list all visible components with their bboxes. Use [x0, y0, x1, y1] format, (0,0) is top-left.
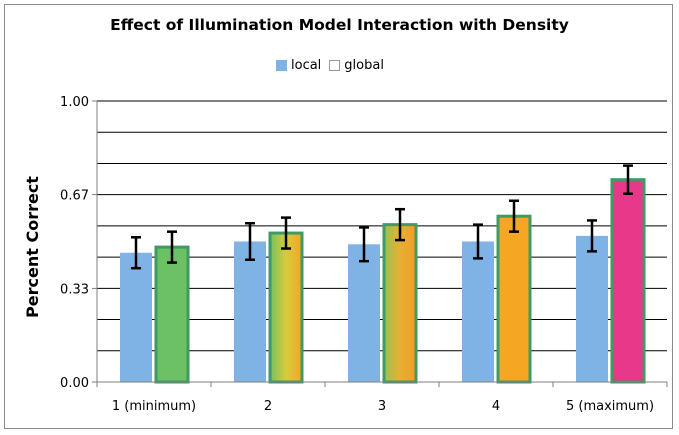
x-tick-label: 4: [492, 399, 500, 414]
tick-labels: 0.00 0.33 0.67 1.00 1 (minimum) 2 3 4 5 (maximum…: [60, 95, 654, 414]
y-axis-label: Percent Correct: [23, 176, 42, 318]
chart-title: Effect of Illumination Model Interaction…: [110, 16, 569, 34]
grid-lines: [97, 100, 667, 352]
bar-global: [610, 178, 646, 384]
legend-label-global: global: [344, 58, 384, 73]
x-tick-label: 5 (maximum): [566, 399, 654, 414]
x-tick-label: 2: [264, 399, 272, 414]
bar-local: [462, 241, 494, 382]
axes: [92, 100, 668, 387]
bar-local: [234, 241, 266, 382]
legend: local global: [276, 58, 392, 73]
legend-swatch-local: [276, 60, 287, 71]
legend-label-local: local: [291, 58, 322, 73]
bar-global: [154, 245, 190, 384]
bar-local: [348, 244, 380, 382]
y-tick-label: 0.67: [60, 189, 89, 204]
bar-local: [120, 252, 152, 382]
bar-global: [496, 214, 532, 384]
legend-item-local: local: [276, 58, 321, 73]
bar-local: [576, 235, 608, 382]
x-tick-label: 3: [378, 399, 386, 414]
chart-frame: [4, 4, 673, 429]
bar-global: [268, 231, 304, 384]
bars: [120, 164, 646, 384]
y-tick-label: 0.33: [60, 282, 89, 297]
bar-global: [382, 223, 418, 384]
y-tick-label: 0.00: [60, 376, 89, 391]
legend-swatch-global: [329, 60, 341, 71]
y-tick-label: 1.00: [60, 95, 89, 110]
legend-item-global: global: [329, 58, 384, 73]
x-tick-label: 1 (minimum): [112, 399, 196, 414]
